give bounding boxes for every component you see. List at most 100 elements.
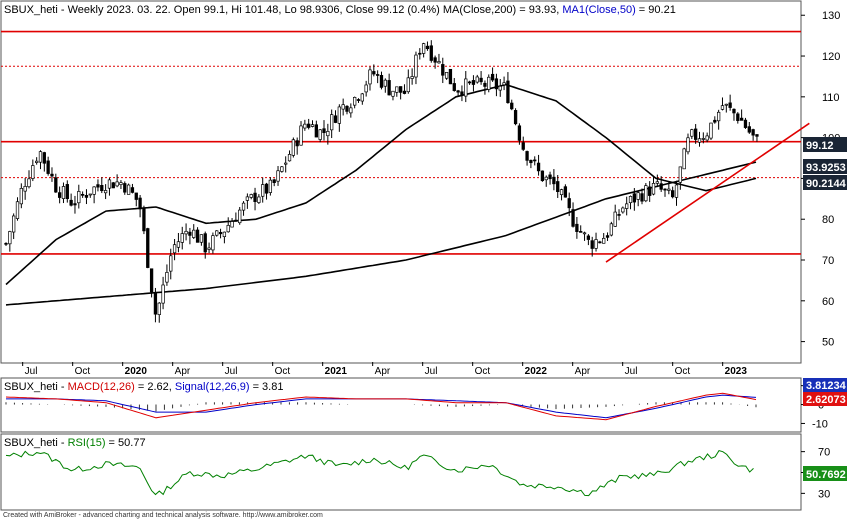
price-body: [111, 182, 115, 189]
rsi-tag-text: 50.7692: [806, 469, 846, 481]
signal-tag-box: [803, 378, 847, 392]
price-body: [594, 239, 598, 249]
price-body: [579, 231, 583, 233]
price-body: [61, 186, 66, 199]
price-body: [575, 223, 579, 232]
rsi-tick-label: 30: [818, 488, 830, 500]
price-body: [364, 84, 368, 93]
price-body: [230, 221, 234, 228]
price-body: [483, 82, 487, 87]
price-body: [50, 173, 54, 177]
close-tag-box: [803, 137, 847, 152]
rsi-tag: 50.7692: [803, 466, 847, 481]
date-tick-label: 2022: [525, 366, 548, 377]
price-body: [142, 207, 146, 232]
price-body: [100, 185, 104, 192]
price-body: [123, 183, 127, 193]
price-body: [54, 177, 58, 193]
price-body: [678, 166, 682, 183]
price-body: [165, 272, 169, 283]
price-body: [467, 81, 472, 84]
price-body: [107, 179, 112, 189]
price-body: [617, 214, 621, 216]
price-body: [176, 241, 181, 248]
price-body: [552, 176, 556, 185]
price-body: [261, 184, 265, 197]
price-body: [487, 76, 491, 90]
price-body: [188, 231, 192, 236]
price-body: [287, 154, 292, 162]
price-body: [540, 170, 545, 182]
price-body: [238, 209, 242, 224]
price-body: [494, 78, 499, 90]
price-body: [23, 186, 27, 192]
price-body: [35, 160, 39, 163]
price-body: [567, 198, 571, 209]
price-body: [245, 196, 250, 201]
date-tick-label: Apr: [375, 366, 391, 377]
macd-series-path: [5, 392, 757, 421]
price-body: [414, 54, 418, 78]
price-body: [272, 179, 276, 184]
price-body: [709, 122, 713, 139]
price-panel: 5060708090100110120130 SBUX_heti - Weekl…: [0, 0, 840, 364]
price-body: [241, 202, 246, 211]
price-body: [65, 184, 69, 199]
price-body: [276, 170, 280, 182]
price-body: [724, 103, 728, 106]
price-body: [264, 183, 269, 194]
price-body: [268, 179, 273, 193]
date-tick-label: 2020: [125, 366, 148, 377]
price-body: [644, 185, 648, 202]
price-body: [314, 124, 318, 138]
price-body: [153, 292, 158, 315]
price-body: [215, 230, 219, 236]
price-body: [590, 240, 594, 249]
macd-tag-text: 2.62073: [806, 394, 846, 406]
price-body: [280, 166, 284, 172]
rsi-path: [5, 450, 754, 497]
price-body: [257, 196, 261, 203]
price-body: [471, 80, 476, 85]
price-body: [349, 107, 353, 114]
price-body: [295, 140, 299, 147]
date-tick-label: Oct: [75, 366, 91, 377]
price-body: [207, 247, 211, 250]
price-body: [640, 193, 644, 202]
price-body: [559, 189, 564, 196]
date-tick-label: Jul: [225, 366, 238, 377]
price-body: [425, 45, 430, 50]
price-tick-label: 110: [822, 92, 840, 104]
price-bars: [4, 40, 759, 323]
price-body: [57, 192, 62, 198]
price-body: [755, 134, 759, 137]
price-body: [46, 160, 50, 174]
macd-tag-box: [803, 392, 847, 406]
ma50-line: [5, 83, 757, 286]
rsi-tick-label: 70: [818, 447, 830, 459]
price-body: [663, 188, 667, 191]
price-body: [253, 192, 257, 202]
horizontal-levels: [1, 30, 801, 255]
close-tag: 99.12: [803, 137, 847, 152]
price-body: [418, 52, 422, 55]
price-body: [234, 219, 238, 222]
price-body: [437, 61, 441, 64]
price-body: [736, 113, 740, 121]
price-body: [310, 124, 315, 127]
price-body: [8, 231, 12, 245]
price-body: [146, 228, 150, 268]
price-body: [525, 151, 529, 161]
ma200-tag-box: [803, 159, 847, 174]
price-body: [180, 233, 184, 243]
macd-tag: 2.62073: [803, 392, 847, 406]
date-tick-label: Oct: [675, 366, 691, 377]
price-body: [291, 139, 296, 156]
price-body: [395, 86, 399, 93]
price-body: [184, 230, 188, 235]
price-body: [307, 123, 311, 128]
signal-tag-text: 3.81234: [806, 380, 847, 392]
price-body: [333, 115, 338, 123]
price-tick-label: 70: [822, 255, 834, 267]
